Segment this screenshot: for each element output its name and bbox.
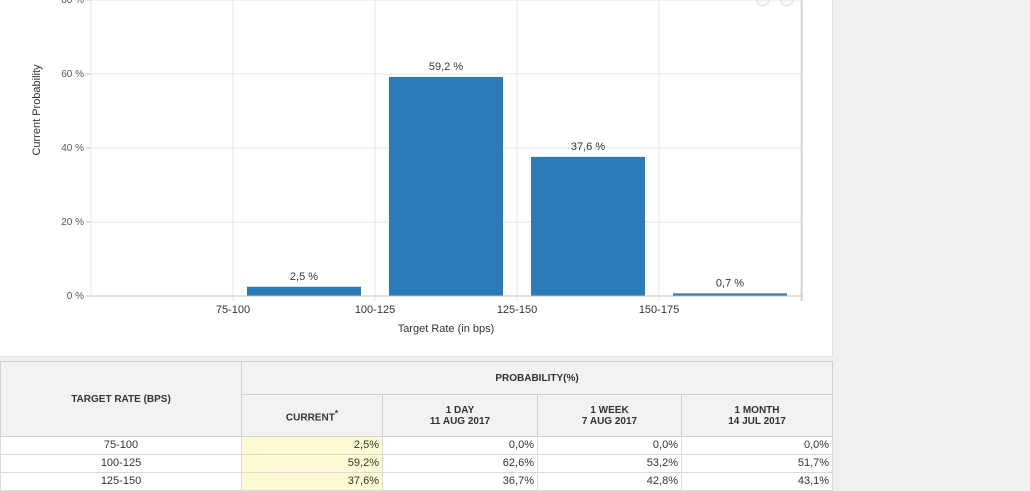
data-label: 0,7 %	[716, 277, 744, 289]
bar-100-125	[389, 76, 503, 297]
table-row: 75-100 2,5% 0,0% 0,0% 0,0%	[0, 436, 834, 455]
chart-labels: 0 % 20 % 40 % 60 % 80 % 2,5 % 75-100 59,2 % 100-…	[61, 0, 744, 316]
rate-cell: 125-150	[0, 472, 242, 491]
period-title: 1 MONTH	[734, 404, 780, 416]
prob-cell: 36,7%	[382, 472, 538, 491]
prob-cell: 43,1%	[680, 472, 834, 491]
y-tick-label: 20 %	[61, 217, 84, 228]
prob-cell: 0,0%	[537, 436, 682, 455]
footnote-marker: *	[334, 407, 339, 418]
prob-cell: 0,0%	[680, 436, 834, 455]
current-prob-cell: 2,5%	[241, 436, 383, 455]
x-tick-label: 150-175	[639, 304, 679, 316]
prob-cell: 51,7%	[680, 454, 834, 473]
y-tick-label: 40 %	[61, 143, 84, 154]
probability-bar-chart: 0 % 20 % 40 % 60 % 80 % 2,5 % 75-100 59,2 % 100-…	[31, 0, 803, 335]
x-tick-label: 100-125	[355, 304, 395, 316]
chart-grid	[86, 0, 803, 301]
table-row: 125-150 37,6% 36,7% 42,8% 43,1%	[0, 472, 834, 491]
current-prob-cell: 59,2%	[241, 454, 383, 473]
period-title: 1 DAY	[445, 404, 475, 416]
x-axis-title: Target Rate (in bps)	[398, 323, 495, 335]
y-tick-label: 0 %	[67, 291, 84, 302]
chart-bars	[247, 76, 787, 297]
period-header-0: CURRENT*	[241, 394, 383, 437]
probability-header: PROBABILITY(%)	[240, 361, 834, 395]
bar-75-100	[247, 286, 361, 296]
y-tick-label: 60 %	[61, 69, 84, 80]
table-body: 75-100 2,5% 0,0% 0,0% 0,0% 100-125 59,2% 62,6% 5…	[0, 436, 834, 491]
rate-cell: 100-125	[0, 454, 242, 473]
y-axis-title: Current Probability	[31, 64, 43, 156]
target-rate-header: TARGET RATE (BPS)	[0, 361, 242, 437]
period-date: 14 JUL 2017	[728, 415, 786, 427]
data-label: 2,5 %	[290, 271, 318, 283]
period-header-row: CURRENT* 1 DAY 11 AUG 2017 1 WEEK 7 AUG 2017…	[1, 394, 834, 437]
period-title: CURRENT	[285, 412, 335, 424]
bar-125-150	[531, 156, 645, 296]
chart-panel: 0 % 20 % 40 % 60 % 80 % 2,5 % 75-100 59,2 % 100-…	[0, 0, 833, 357]
data-label: 37,6 %	[571, 141, 605, 153]
period-header-3: 1 MONTH 14 JUL 2017	[680, 394, 834, 437]
y-tick-label: 80 %	[61, 0, 84, 6]
prob-cell: 53,2%	[537, 454, 682, 473]
data-label: 59,2 %	[429, 61, 463, 73]
period-date: 11 AUG 2017	[429, 415, 491, 427]
prob-cell: 62,6%	[382, 454, 538, 473]
period-header-2: 1 WEEK 7 AUG 2017	[537, 394, 682, 437]
probability-table: TARGET RATE (BPS) PROBABILITY(%) CURRENT…	[0, 361, 834, 491]
bar-150-175	[673, 293, 787, 296]
table-row: 100-125 59,2% 62,6% 53,2% 51,7%	[0, 454, 834, 473]
period-date: 7 AUG 2017	[581, 415, 638, 427]
current-prob-cell: 37,6%	[241, 472, 383, 491]
prob-cell: 0,0%	[382, 436, 538, 455]
x-tick-label: 75-100	[216, 304, 250, 316]
rate-cell: 75-100	[0, 436, 242, 455]
period-title: 1 WEEK	[590, 404, 629, 416]
x-tick-label: 125-150	[497, 304, 537, 316]
prob-cell: 42,8%	[537, 472, 682, 491]
period-header-1: 1 DAY 11 AUG 2017	[382, 394, 538, 437]
